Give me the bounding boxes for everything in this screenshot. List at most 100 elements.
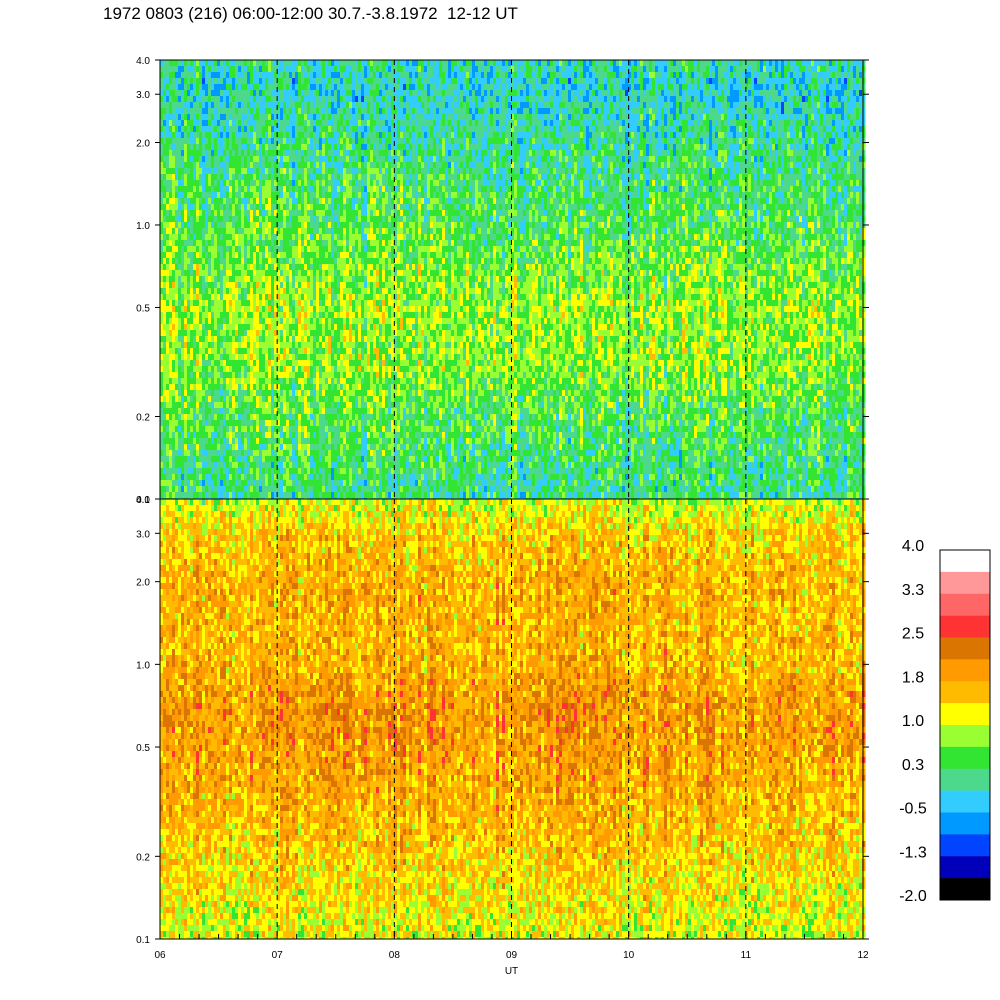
heatmap-cell xyxy=(190,414,194,421)
heatmap-cell xyxy=(202,396,206,403)
heatmap-cell xyxy=(340,138,344,145)
heatmap-cell xyxy=(181,132,185,139)
heatmap-cell xyxy=(310,198,314,205)
heatmap-cell xyxy=(322,336,326,343)
heatmap-cell xyxy=(292,384,296,391)
heatmap-cell xyxy=(340,234,344,241)
heatmap-cell xyxy=(226,138,230,145)
heatmap-cell xyxy=(172,312,176,319)
heatmap-cell xyxy=(232,276,236,283)
heatmap-cell xyxy=(349,270,353,277)
heatmap-cell xyxy=(313,324,317,331)
heatmap-cell xyxy=(160,84,164,91)
heatmap-cell xyxy=(298,192,302,199)
heatmap-cell xyxy=(280,408,284,415)
heatmap-cell xyxy=(331,150,335,157)
heatmap-cell xyxy=(166,246,170,253)
heatmap-cell xyxy=(280,114,284,121)
heatmap-cell xyxy=(247,126,251,133)
heatmap-cell xyxy=(214,96,218,103)
heatmap-cell xyxy=(304,360,308,367)
heatmap-cell xyxy=(346,198,350,205)
heatmap-cell xyxy=(319,492,323,499)
heatmap-cell xyxy=(337,186,341,193)
heatmap-cell xyxy=(313,108,317,115)
heatmap-cell xyxy=(289,294,293,301)
heatmap-cell xyxy=(280,78,284,85)
heatmap-cell xyxy=(190,168,194,175)
heatmap-cell xyxy=(337,102,341,109)
heatmap-cell xyxy=(214,330,218,337)
heatmap-cell xyxy=(346,378,350,385)
heatmap-cell xyxy=(181,474,185,481)
heatmap-cell xyxy=(355,330,359,337)
heatmap-cell xyxy=(316,480,320,487)
heatmap-cell xyxy=(319,84,323,91)
heatmap-cell xyxy=(280,372,284,379)
heatmap-cell xyxy=(229,336,233,343)
heatmap-cell xyxy=(190,246,194,253)
heatmap-cell xyxy=(253,330,257,337)
heatmap-cell xyxy=(310,78,314,85)
heatmap-cell xyxy=(220,168,224,175)
heatmap-cell xyxy=(247,168,251,175)
heatmap-cell xyxy=(319,420,323,427)
heatmap-cell xyxy=(193,330,197,337)
heatmap-cell xyxy=(190,390,194,397)
heatmap-cell xyxy=(250,384,254,391)
heatmap-cell xyxy=(181,414,185,421)
heatmap-cell xyxy=(166,174,170,181)
heatmap-cell xyxy=(316,150,320,157)
heatmap-cell xyxy=(259,84,263,91)
heatmap-cell xyxy=(184,402,188,409)
heatmap-cell xyxy=(253,354,257,361)
heatmap-cell xyxy=(250,318,254,325)
heatmap-cell xyxy=(247,342,251,349)
heatmap-cell xyxy=(271,372,275,379)
heatmap-cell xyxy=(166,240,170,247)
heatmap-cell xyxy=(184,336,188,343)
heatmap-cell xyxy=(172,240,176,247)
heatmap-cell xyxy=(286,402,290,409)
heatmap-cell xyxy=(169,480,173,487)
heatmap-cell xyxy=(337,444,341,451)
heatmap-cell xyxy=(205,168,209,175)
heatmap-cell xyxy=(235,198,239,205)
heatmap-cell xyxy=(322,366,326,373)
heatmap-cell xyxy=(169,342,173,349)
heatmap-cell xyxy=(298,78,302,85)
heatmap-cell xyxy=(262,438,266,445)
heatmap-cell xyxy=(313,354,317,361)
heatmap-cell xyxy=(205,348,209,355)
heatmap-cell xyxy=(187,318,191,325)
heatmap-cell xyxy=(313,474,317,481)
heatmap-cell xyxy=(283,150,287,157)
heatmap-cell xyxy=(175,150,179,157)
heatmap-cell xyxy=(241,156,245,163)
heatmap-cell xyxy=(217,228,221,235)
heatmap-cell xyxy=(247,450,251,457)
heatmap-cell xyxy=(244,378,248,385)
heatmap-cell xyxy=(220,294,224,301)
heatmap-cell xyxy=(256,72,260,79)
heatmap-cell xyxy=(160,114,164,121)
heatmap-cell xyxy=(268,282,272,289)
heatmap-cell xyxy=(268,90,272,97)
heatmap-cell xyxy=(310,432,314,439)
heatmap-cell xyxy=(259,324,263,331)
heatmap-cell xyxy=(208,306,212,313)
heatmap-cell xyxy=(271,282,275,289)
heatmap-cell xyxy=(202,360,206,367)
heatmap-cell xyxy=(163,138,167,145)
heatmap-cell xyxy=(271,198,275,205)
heatmap-cell xyxy=(166,378,170,385)
heatmap-cell xyxy=(166,330,170,337)
heatmap-cell xyxy=(184,462,188,469)
heatmap-cell xyxy=(304,114,308,121)
heatmap-cell xyxy=(253,366,257,373)
heatmap-cell xyxy=(292,444,296,451)
heatmap-cell xyxy=(334,294,338,301)
heatmap-cell xyxy=(211,492,215,499)
heatmap-cell xyxy=(172,366,176,373)
heatmap-cell xyxy=(172,330,176,337)
